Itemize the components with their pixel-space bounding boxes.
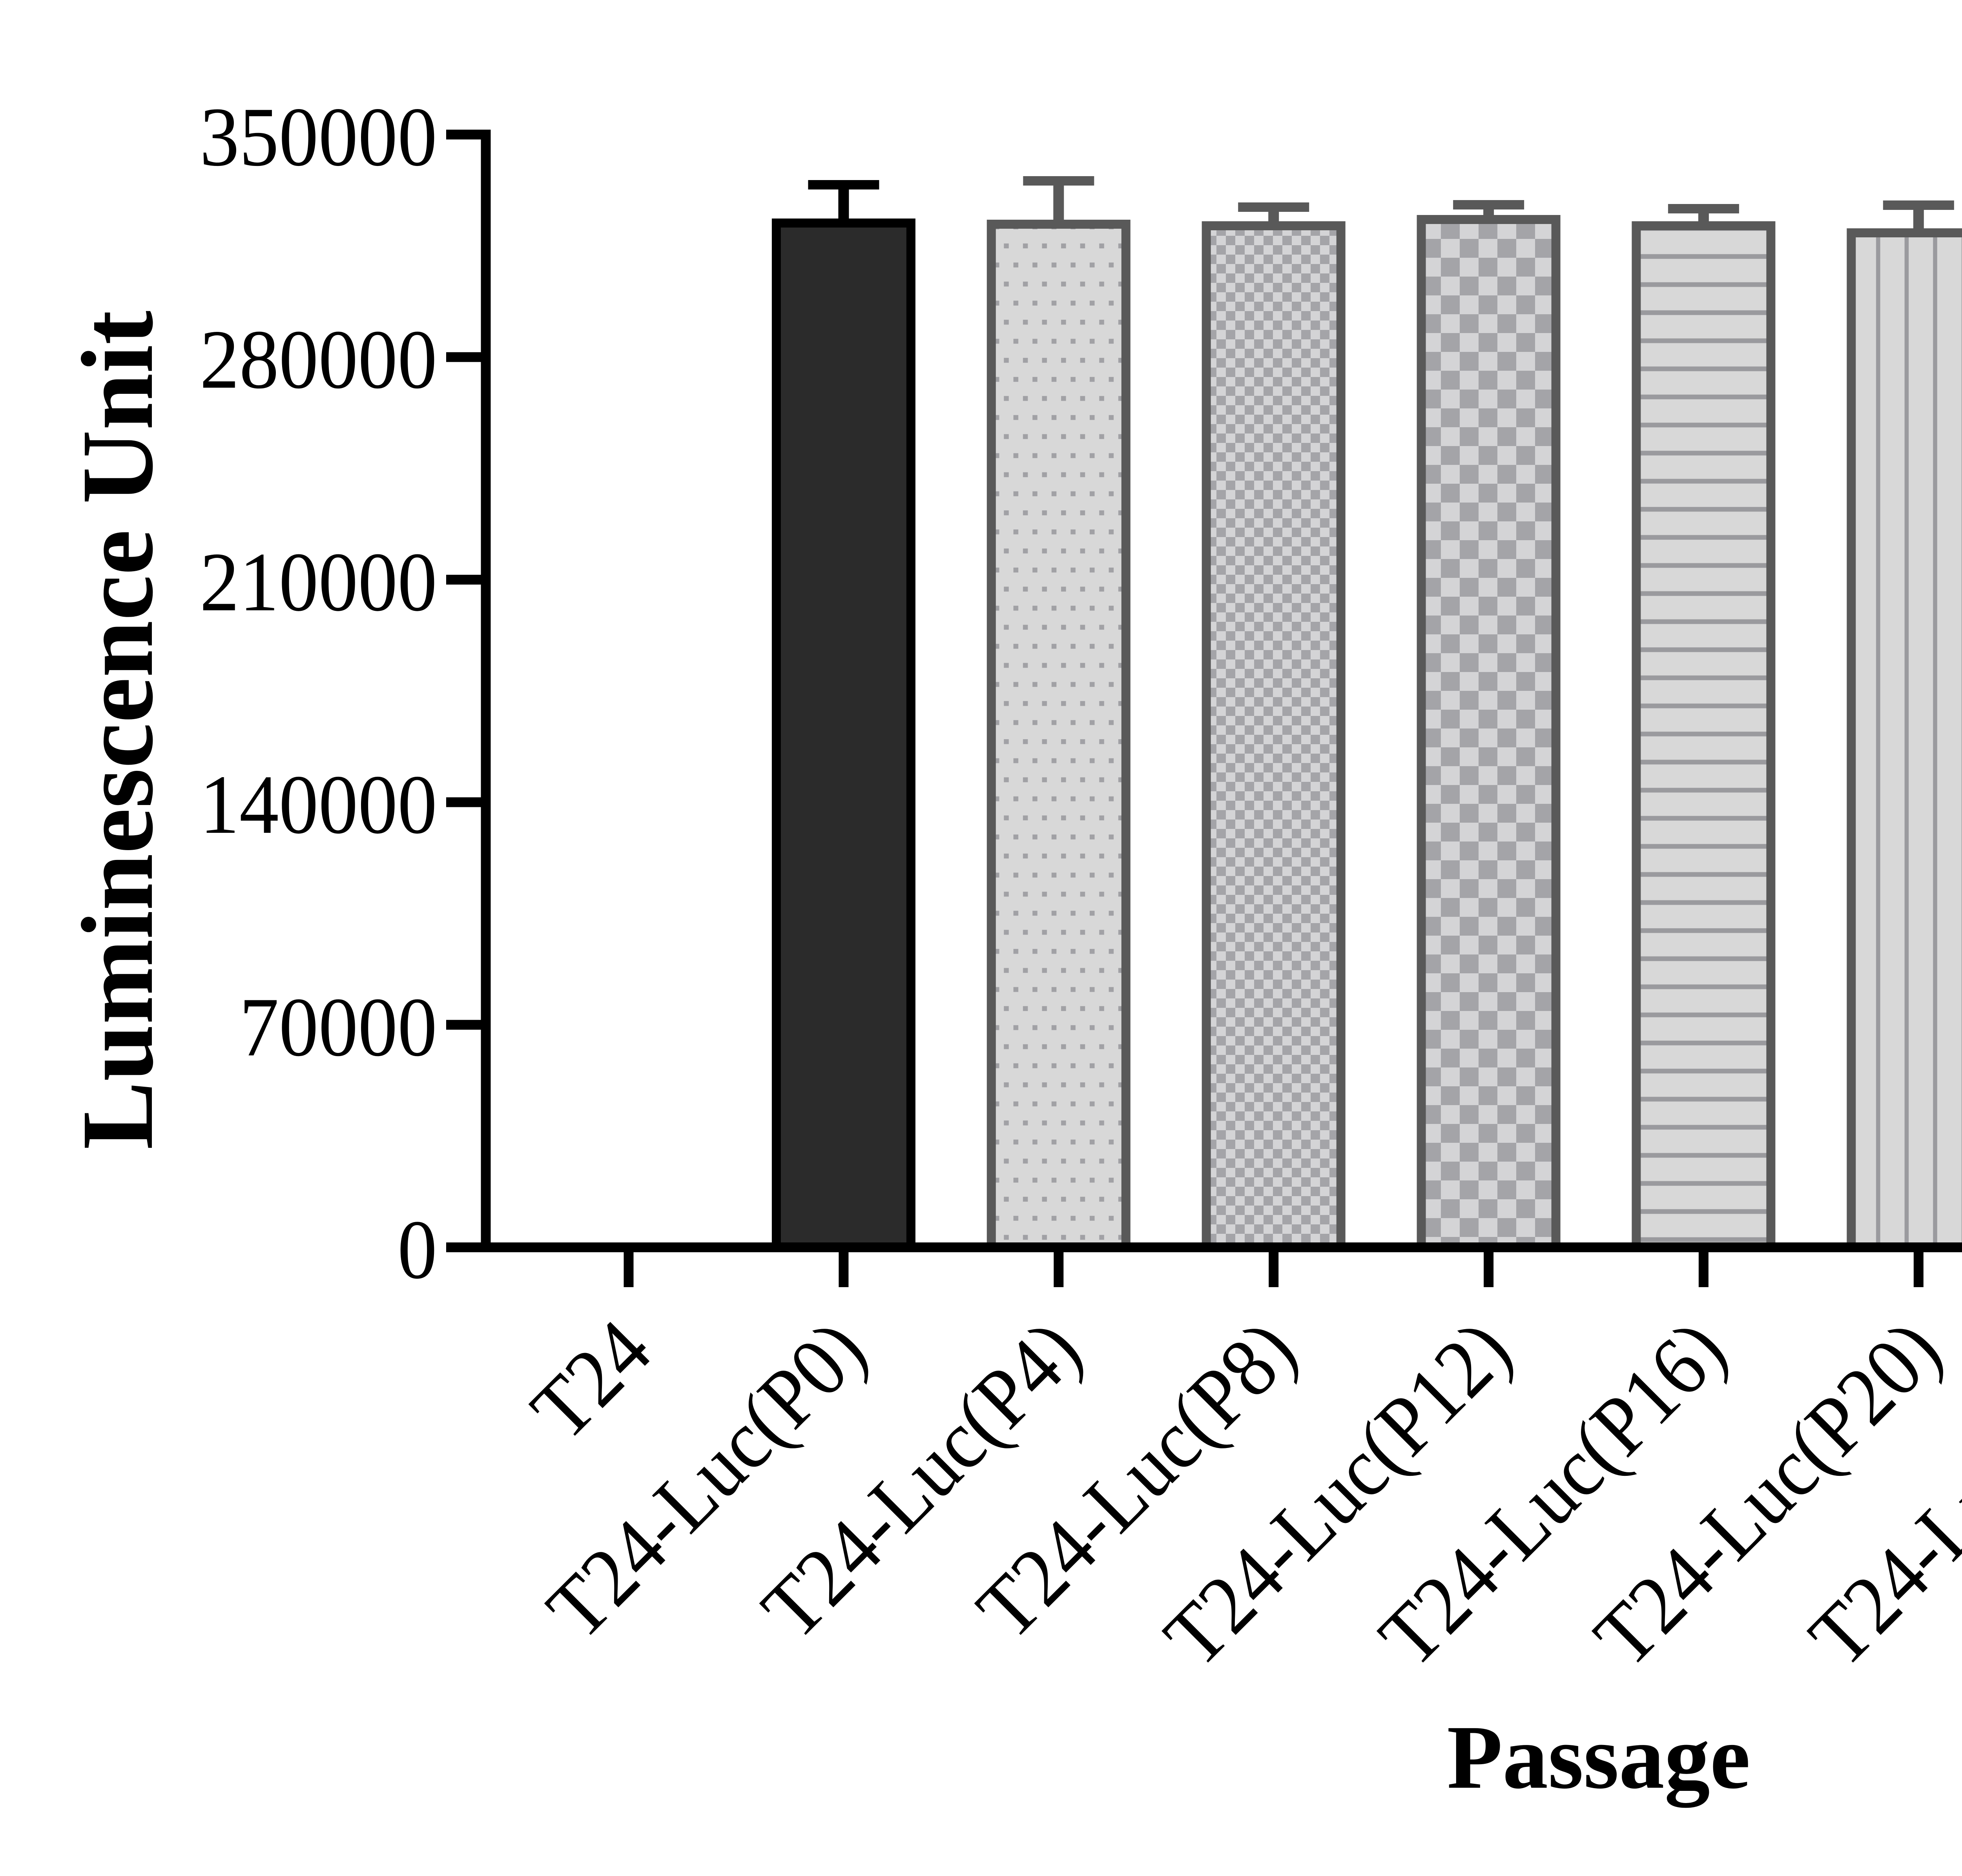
svg-text:Passage: Passage: [1447, 1707, 1750, 1808]
svg-text:280000: 280000: [200, 312, 437, 406]
svg-text:T24: T24: [513, 1302, 668, 1457]
svg-text:0: 0: [398, 1203, 437, 1297]
svg-text:140000: 140000: [200, 758, 437, 851]
svg-text:210000: 210000: [200, 535, 437, 629]
svg-text:350000: 350000: [200, 90, 437, 184]
svg-text:70000: 70000: [239, 980, 437, 1074]
svg-text:Luminescence Unit: Luminescence Unit: [61, 310, 174, 1149]
